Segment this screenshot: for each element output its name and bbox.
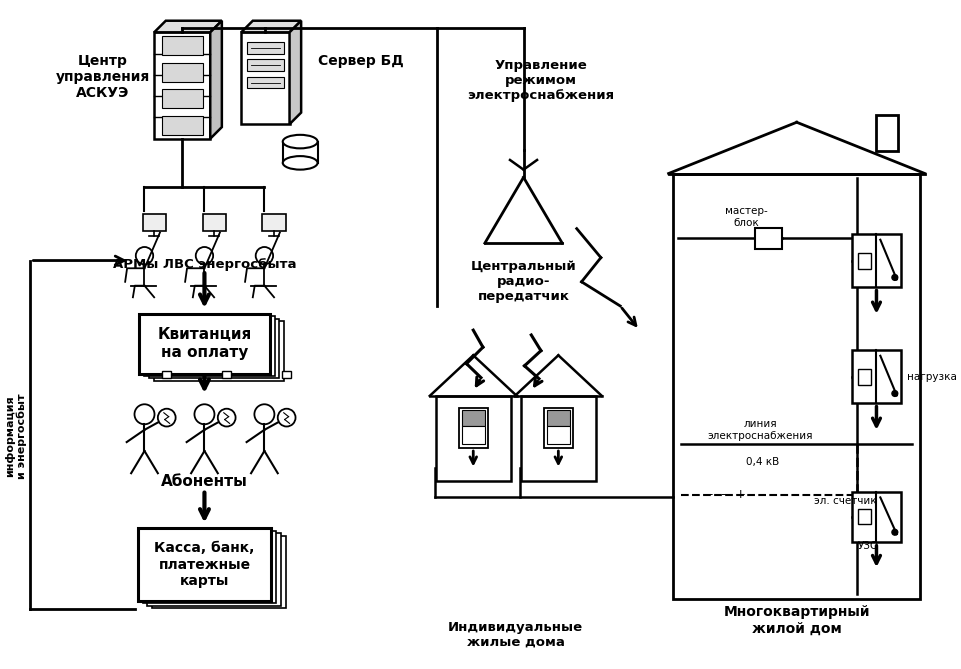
Text: УЗО: УЗО xyxy=(858,541,879,551)
Bar xyxy=(147,533,281,605)
Text: эл. счетчик: эл. счетчик xyxy=(814,496,876,506)
Polygon shape xyxy=(154,21,222,32)
Circle shape xyxy=(255,404,275,424)
Circle shape xyxy=(892,274,898,280)
Bar xyxy=(161,63,203,82)
Text: Многоквартирный
жилой дом: Многоквартирный жилой дом xyxy=(724,605,870,636)
Bar xyxy=(544,407,573,448)
Bar xyxy=(139,314,270,374)
Bar xyxy=(858,369,871,385)
Bar xyxy=(262,214,285,231)
Bar xyxy=(161,36,203,55)
Text: нагрузка: нагрузка xyxy=(907,371,957,381)
Polygon shape xyxy=(210,21,222,138)
Bar xyxy=(142,531,276,603)
Text: Сервер БД: Сервер БД xyxy=(317,54,404,68)
Bar xyxy=(154,32,210,138)
Text: –  –  +: – – + xyxy=(707,488,746,501)
Bar xyxy=(162,371,171,378)
Bar xyxy=(547,425,570,444)
Text: информация
и энергосбыт: информация и энергосбыт xyxy=(5,393,27,479)
Polygon shape xyxy=(289,21,301,124)
Circle shape xyxy=(194,404,214,424)
Bar xyxy=(858,253,871,268)
Bar xyxy=(852,350,900,403)
Ellipse shape xyxy=(283,135,317,149)
Bar xyxy=(858,509,871,524)
Text: мастер-
блок: мастер- блок xyxy=(725,206,767,228)
Bar xyxy=(521,396,596,481)
Bar xyxy=(461,425,485,444)
Text: Касса, банк,
платежные
карты: Касса, банк, платежные карты xyxy=(155,541,255,588)
Polygon shape xyxy=(241,21,301,32)
Bar xyxy=(203,214,226,231)
Bar xyxy=(458,407,488,448)
Bar xyxy=(283,371,291,378)
Bar xyxy=(161,116,203,135)
Text: Центр
управления
АСКУЭ: Центр управления АСКУЭ xyxy=(56,54,150,100)
Text: Центральный
радио-
передатчик: Центральный радио- передатчик xyxy=(471,260,577,303)
Bar xyxy=(161,90,203,108)
Bar xyxy=(142,214,165,231)
Bar xyxy=(283,142,317,163)
Bar xyxy=(876,114,898,151)
Bar xyxy=(222,371,232,378)
Bar xyxy=(435,396,511,481)
Circle shape xyxy=(278,409,296,427)
Bar xyxy=(754,227,781,249)
Bar xyxy=(247,42,283,54)
Circle shape xyxy=(892,391,898,397)
Circle shape xyxy=(135,404,155,424)
Circle shape xyxy=(256,247,273,264)
Bar xyxy=(852,234,900,287)
Bar xyxy=(241,32,289,124)
Text: 0,4 кВ: 0,4 кВ xyxy=(746,457,779,467)
Bar xyxy=(461,410,485,426)
Text: Квитанция
на оплату: Квитанция на оплату xyxy=(158,328,252,360)
Bar xyxy=(149,318,280,379)
Circle shape xyxy=(196,247,213,264)
Text: Управление
режимом
электроснабжения: Управление режимом электроснабжения xyxy=(467,59,614,102)
Ellipse shape xyxy=(283,156,317,170)
Circle shape xyxy=(218,409,235,427)
Circle shape xyxy=(136,247,153,264)
Bar xyxy=(247,77,283,88)
Bar xyxy=(144,316,275,376)
Text: АРМы ЛВС энергосбыта: АРМы ЛВС энергосбыта xyxy=(112,258,296,271)
Bar xyxy=(852,492,900,542)
Circle shape xyxy=(158,409,176,427)
Text: Индивидуальные
жилые дома: Индивидуальные жилые дома xyxy=(448,621,583,649)
Bar xyxy=(152,536,285,608)
Circle shape xyxy=(892,529,898,535)
Bar xyxy=(137,529,271,601)
Text: линия
электроснабжения: линия электроснабжения xyxy=(707,419,813,441)
Bar xyxy=(547,410,570,426)
Text: Абоненты: Абоненты xyxy=(161,474,248,490)
Bar xyxy=(674,173,920,599)
Bar xyxy=(247,60,283,71)
Bar xyxy=(154,321,284,381)
